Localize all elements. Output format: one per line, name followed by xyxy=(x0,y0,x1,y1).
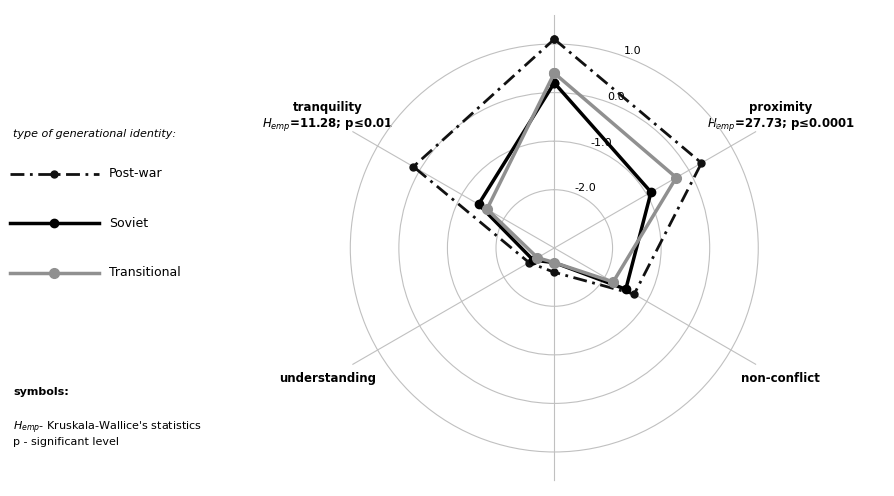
Text: Post-war: Post-war xyxy=(109,167,163,180)
Text: $H_{emp}$- Kruskala-Wallice's statistics
p - significant level: $H_{emp}$- Kruskala-Wallice's statistics… xyxy=(13,419,202,447)
Text: Transitional: Transitional xyxy=(109,266,181,279)
Text: type of generational identity:: type of generational identity: xyxy=(13,129,176,139)
Text: Soviet: Soviet xyxy=(109,217,148,230)
Text: symbols:: symbols: xyxy=(13,387,69,397)
